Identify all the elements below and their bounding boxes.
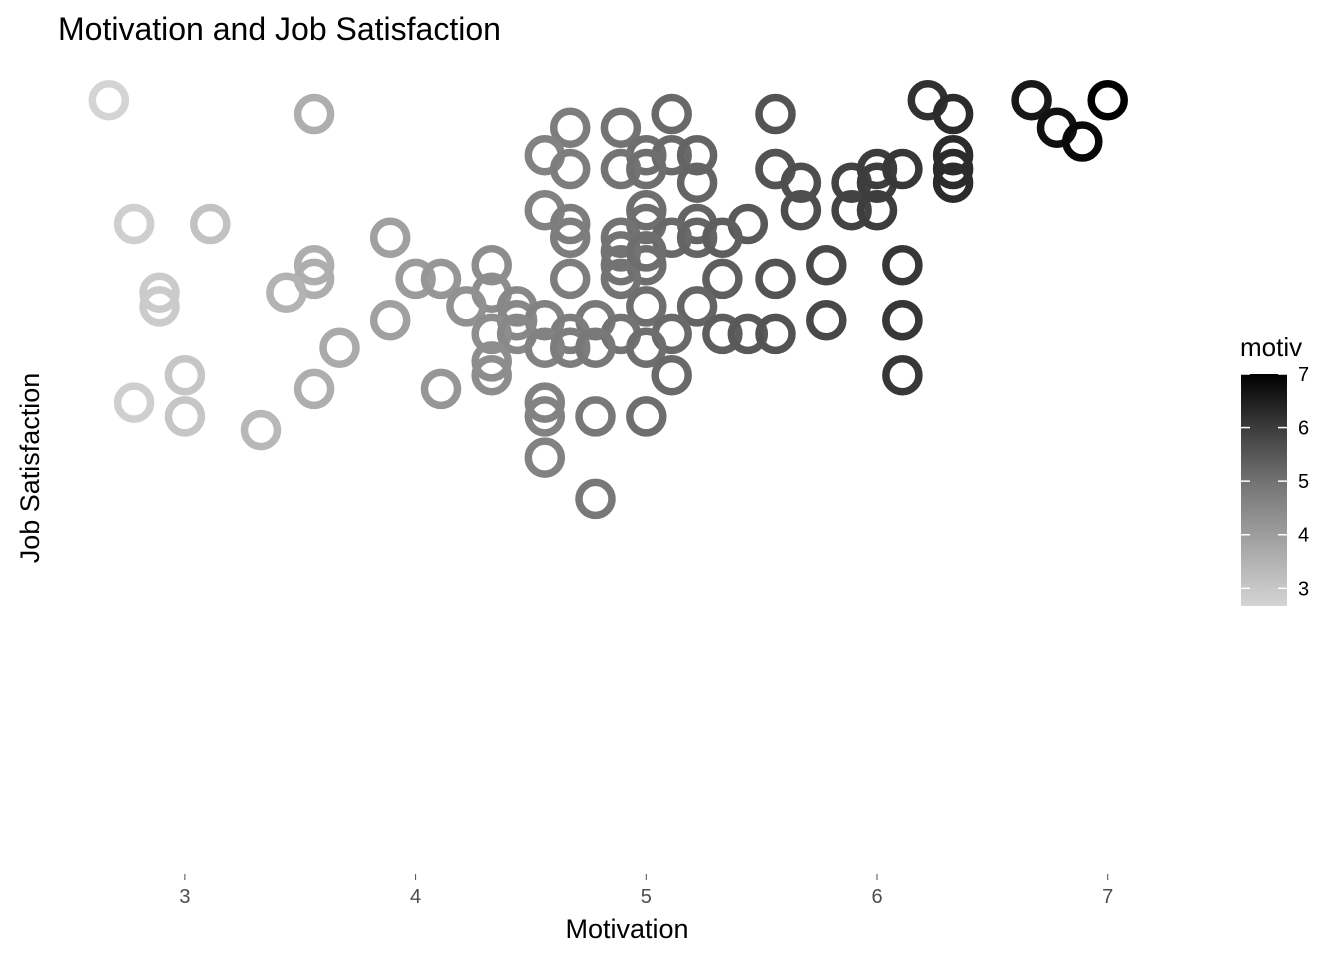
- data-point: [882, 244, 923, 286]
- data-point: [524, 382, 566, 423]
- legend-tick-label: 3: [1298, 578, 1309, 600]
- data-point: [266, 272, 307, 313]
- data-point: [727, 313, 769, 355]
- data-point: [471, 244, 512, 286]
- data-point: [755, 313, 796, 355]
- data-point: [676, 286, 718, 327]
- data-point: [549, 107, 591, 148]
- data-point: [1087, 79, 1128, 121]
- data-point: [113, 382, 155, 423]
- data-point: [676, 217, 718, 258]
- data-point: [856, 148, 898, 190]
- data-point: [190, 203, 231, 245]
- legend-tick-label: 6: [1298, 418, 1309, 440]
- data-point: [524, 396, 566, 437]
- data-point: [882, 148, 923, 190]
- data-point: [932, 93, 974, 135]
- data-point: [856, 189, 898, 231]
- x-tick-label: 7: [1102, 886, 1113, 908]
- data-point: [420, 258, 462, 300]
- data-point: [164, 396, 206, 437]
- data-point: [702, 313, 743, 355]
- data-point: [806, 299, 847, 341]
- data-point: [293, 368, 335, 410]
- x-axis-ticks: 3 4 5 6 7: [179, 874, 1113, 908]
- data-point: [626, 148, 667, 190]
- data-point: [882, 299, 923, 341]
- data-point: [293, 93, 335, 135]
- data-point: [1011, 79, 1052, 121]
- data-point: [575, 478, 616, 520]
- color-legend: motiv 3 4 5 6 7: [1240, 332, 1309, 606]
- data-point: [575, 396, 616, 437]
- legend-title: motiv: [1240, 332, 1302, 362]
- data-point: [806, 244, 847, 286]
- data-point: [395, 258, 436, 300]
- data-point: [549, 203, 591, 245]
- data-point: [549, 217, 591, 258]
- data-point: [575, 327, 616, 368]
- data-point: [780, 189, 822, 231]
- legend-tick-label: 4: [1298, 525, 1309, 547]
- data-point: [240, 409, 282, 451]
- data-point: [932, 148, 974, 190]
- data-point: [651, 93, 692, 135]
- legend-tick-label: 5: [1298, 471, 1309, 493]
- data-point: [676, 134, 718, 176]
- x-tick-label: 3: [179, 886, 190, 908]
- data-point: [626, 327, 667, 368]
- data-point: [651, 354, 692, 396]
- x-tick-label: 6: [871, 886, 882, 908]
- data-point: [524, 437, 566, 478]
- data-point: [471, 313, 512, 355]
- data-point: [446, 286, 487, 327]
- data-point: [549, 258, 591, 300]
- data-point: [932, 134, 974, 176]
- data-point: [600, 107, 642, 148]
- data-point: [319, 327, 360, 368]
- data-point: [755, 258, 796, 300]
- legend-ticks: 3 4 5 6 7: [1241, 364, 1309, 600]
- x-tick-label: 4: [410, 886, 421, 908]
- data-point: [471, 354, 512, 396]
- data-point: [139, 286, 180, 327]
- data-point: [420, 368, 462, 410]
- data-point: [626, 286, 667, 327]
- data-point: [139, 272, 180, 313]
- data-point: [755, 93, 796, 135]
- y-axis-title: Job Satisfaction: [15, 373, 45, 564]
- data-point: [626, 396, 667, 437]
- data-point: [293, 244, 335, 286]
- data-point: [600, 148, 642, 190]
- data-point: [676, 162, 718, 203]
- data-point: [780, 162, 822, 203]
- data-point: [164, 354, 206, 396]
- data-point: [702, 217, 743, 258]
- data-point: [524, 327, 566, 368]
- data-point: [471, 341, 512, 382]
- x-tick-label: 5: [641, 886, 652, 908]
- data-point: [626, 231, 667, 272]
- data-point: [600, 231, 642, 272]
- points-layer: [88, 79, 1128, 520]
- chart-title: Motivation and Job Satisfaction: [58, 11, 501, 47]
- data-point: [113, 203, 155, 245]
- data-point: [831, 189, 872, 231]
- data-point: [1062, 121, 1103, 162]
- data-point: [932, 162, 974, 203]
- legend-colorbar: [1241, 374, 1287, 606]
- data-point: [549, 327, 591, 368]
- x-axis-title: Motivation: [565, 914, 688, 944]
- data-point: [88, 79, 130, 121]
- data-point: [600, 258, 642, 300]
- data-point: [369, 299, 411, 341]
- data-point: [369, 217, 411, 258]
- data-point: [626, 189, 667, 231]
- data-point: [549, 148, 591, 190]
- legend-tick-label: 7: [1298, 364, 1309, 386]
- data-point: [702, 258, 743, 300]
- data-point: [882, 354, 923, 396]
